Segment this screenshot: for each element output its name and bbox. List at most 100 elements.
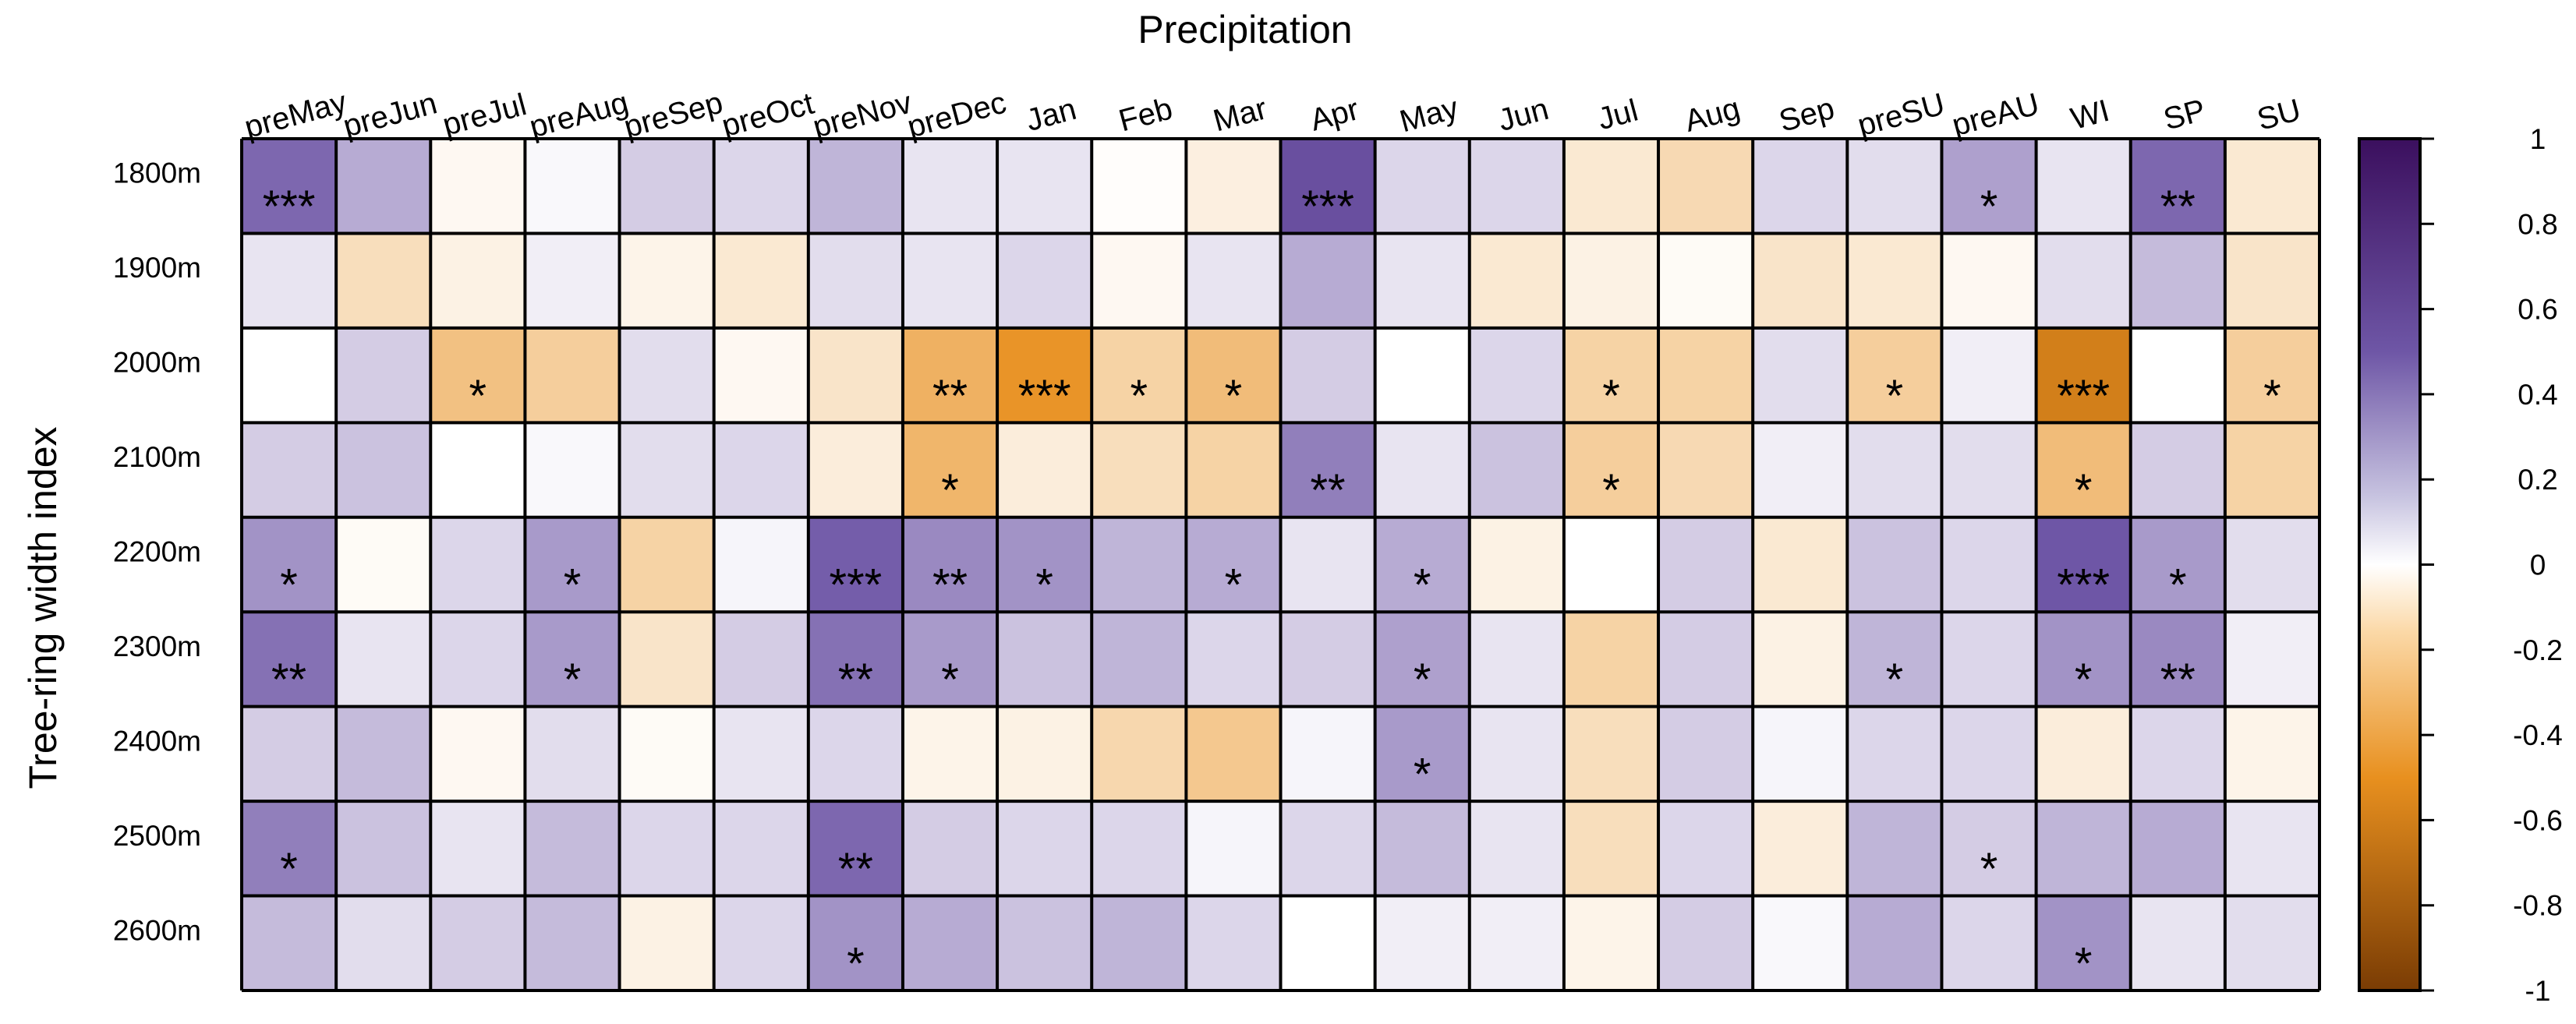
heatmap-cell [1658, 233, 1753, 328]
heatmap-cell [808, 233, 903, 328]
heatmap-cell [1941, 706, 2036, 802]
heatmap-cell [997, 139, 1092, 234]
significance-mark: * [469, 371, 487, 422]
heatmap-cell [1280, 612, 1375, 707]
column-label: preMay [241, 85, 350, 145]
heatmap-cell [2036, 517, 2131, 613]
heatmap-cell [2036, 327, 2131, 423]
significance-mark: * [280, 844, 298, 895]
significance-mark: *** [1301, 182, 1354, 232]
heatmap-cell [430, 233, 525, 328]
heatmap-cell [525, 895, 620, 990]
heatmap-cell [1941, 612, 2036, 707]
colorbar-tick-label: -0.4 [2513, 719, 2563, 751]
heatmap-cell [1563, 706, 1659, 802]
heatmap-cell [2130, 612, 2225, 707]
heatmap-cell [902, 612, 998, 707]
heatmap-cell [1941, 233, 2036, 328]
heatmap-cell [430, 895, 525, 990]
heatmap-cell [1186, 233, 1281, 328]
row-labels: 1800m 1900m 2000m 2100m 2200m 2300m 2400m 2500m… [113, 157, 201, 947]
heatmap-cell [2130, 139, 2225, 234]
heatmap-cell [1375, 706, 1470, 802]
heatmap-cell [242, 517, 337, 613]
heatmap-cell [1563, 612, 1659, 707]
heatmap-cell [997, 706, 1092, 802]
column-label: Jul [1594, 94, 1642, 137]
heatmap-cell [1847, 706, 1942, 802]
colorbar-tick-label: -0.6 [2513, 804, 2563, 836]
heatmap-cell [1375, 895, 1470, 990]
heatmap-cell [1186, 801, 1281, 896]
heatmap-cell [1847, 139, 1942, 234]
heatmap-cell [430, 139, 525, 234]
y-axis-label: Tree-ring width index [21, 426, 65, 789]
significance-mark: *** [830, 560, 883, 611]
heatmap-cell [1847, 327, 1942, 423]
column-label: Mar [1210, 91, 1271, 138]
heatmap-cell [1753, 139, 1848, 234]
heatmap-cell [525, 612, 620, 707]
colorbar-tick-label: -1 [2525, 975, 2551, 1007]
heatmap-cell [1186, 706, 1281, 802]
column-label: preOct [718, 87, 817, 144]
heatmap-cell [713, 895, 809, 990]
heatmap-cell [2036, 422, 2131, 517]
heatmap-cell [1753, 706, 1848, 802]
heatmap-cell [430, 801, 525, 896]
significance-mark: * [564, 655, 582, 705]
heatmap-cell [619, 801, 714, 896]
heatmap-cell [619, 139, 714, 234]
heatmap-cell [336, 422, 431, 517]
significance-marks: *** *** * *** ** *** * * * * *** ** ** * ** * *** ** * * * **… [263, 182, 2281, 990]
heatmap-cell [713, 801, 809, 896]
heatmap-cell [242, 801, 337, 896]
significance-mark: * [2075, 655, 2093, 705]
heatmap-cell [713, 139, 809, 234]
significance-mark: * [1886, 371, 1904, 422]
heatmap-cell [713, 706, 809, 802]
heatmap-cell [525, 327, 620, 423]
heatmap-cell [1469, 327, 1564, 423]
heatmap-cell [1375, 517, 1470, 613]
heatmap-cell [1941, 327, 2036, 423]
heatmap-cell [336, 706, 431, 802]
heatmap-cell [1563, 422, 1659, 517]
heatmap-cell [1563, 517, 1659, 613]
column-labels: preMaypreJunpreJulpreAugpreSeppreOctpreN… [241, 85, 2305, 145]
heatmap-cell [997, 233, 1092, 328]
column-label: preJul [439, 87, 530, 143]
heatmap-cell [1941, 895, 2036, 990]
heatmap-cell [1186, 895, 1281, 990]
heatmap-cell [2036, 139, 2131, 234]
heatmap-cell [2130, 895, 2225, 990]
heatmap-cell [525, 422, 620, 517]
heatmap-cell [1186, 612, 1281, 707]
heatmap-cell [336, 895, 431, 990]
significance-mark: *** [2057, 371, 2110, 422]
heatmap-cell [430, 612, 525, 707]
heatmap-cell [430, 706, 525, 802]
row-label: 2300m [113, 630, 201, 662]
colorbar-tick-label: 0.6 [2518, 294, 2557, 326]
significance-mark: * [1980, 844, 1998, 895]
heatmap-cell [2130, 233, 2225, 328]
significance-mark: * [1886, 655, 1904, 705]
row-label: 2100m [113, 441, 201, 473]
significance-mark: *** [263, 182, 316, 232]
significance-mark: ** [838, 844, 873, 895]
heatmap-cell [336, 139, 431, 234]
heatmap-cell [1941, 517, 2036, 613]
heatmap-cell [242, 327, 337, 423]
significance-mark: * [847, 938, 865, 989]
heatmap-cell [1280, 327, 1375, 423]
colorbar-tick-label: 0.4 [2518, 379, 2557, 411]
heatmap-cell [1092, 895, 1187, 990]
column-label: preSU [1854, 87, 1948, 143]
column-label: preNov [809, 86, 915, 145]
row-label: 2400m [113, 725, 201, 757]
heatmap-cell [1847, 422, 1942, 517]
significance-mark: * [941, 655, 959, 705]
heatmap-cell [808, 422, 903, 517]
